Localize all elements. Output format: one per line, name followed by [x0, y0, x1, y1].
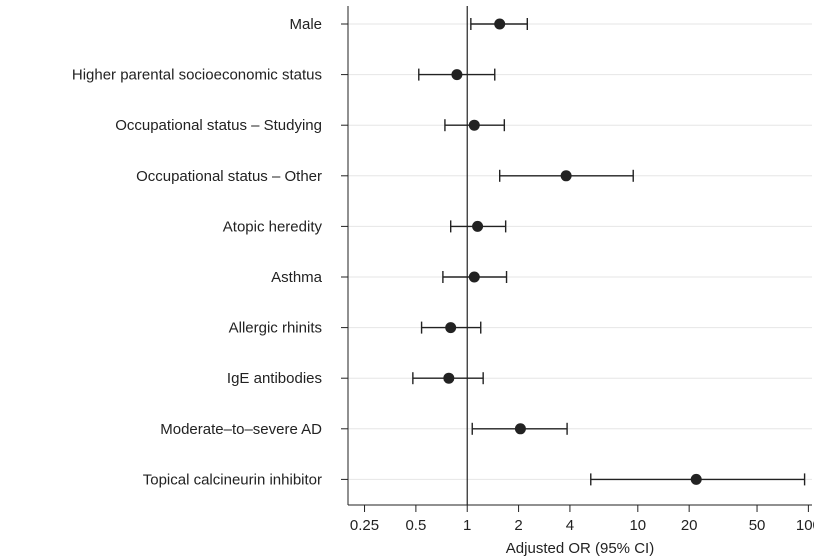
row-label: Atopic heredity — [223, 218, 323, 235]
point-estimate — [472, 220, 484, 232]
row-label: IgE antibodies — [227, 370, 322, 387]
point-estimate — [468, 271, 480, 283]
row-labels: Male Higher parental socioeconomic status… — [72, 16, 323, 488]
row-label: Occupational status – Studying — [115, 117, 322, 134]
x-tick-label: 10 — [629, 517, 646, 534]
x-axis-title: Adjusted OR (95% CI) — [506, 540, 654, 557]
data-marks — [412, 18, 806, 486]
row-label: Male — [289, 16, 322, 33]
point-estimate — [443, 372, 455, 384]
axes: 0.25 0.5 1 2 4 10 20 50 100 — [341, 6, 814, 534]
point-estimate — [560, 170, 572, 182]
row-label: Higher parental socioeconomic status — [72, 67, 322, 84]
point-estimate — [445, 322, 457, 334]
x-tick-label: 1 — [463, 517, 471, 534]
x-tick-label: 2 — [514, 517, 522, 534]
row-label: Asthma — [271, 269, 323, 286]
x-tick-label: 20 — [681, 517, 698, 534]
row-label: Moderate–to–severe AD — [160, 421, 322, 438]
point-estimate — [468, 119, 480, 131]
x-tick-label: 100 — [796, 517, 814, 534]
point-estimate — [514, 423, 526, 435]
row-label: Occupational status – Other — [136, 168, 322, 185]
point-estimate — [494, 18, 506, 30]
x-tick-label: 4 — [566, 517, 574, 534]
point-estimate — [451, 69, 463, 81]
point-estimate — [690, 473, 702, 485]
gridlines — [348, 23, 812, 480]
row-label: Allergic rhinits — [229, 320, 322, 337]
x-tick-label: 0.5 — [405, 517, 426, 534]
x-tick-label: 50 — [749, 517, 766, 534]
x-tick-label: 0.25 — [350, 517, 379, 534]
row-label: Topical calcineurin inhibitor — [143, 471, 322, 488]
